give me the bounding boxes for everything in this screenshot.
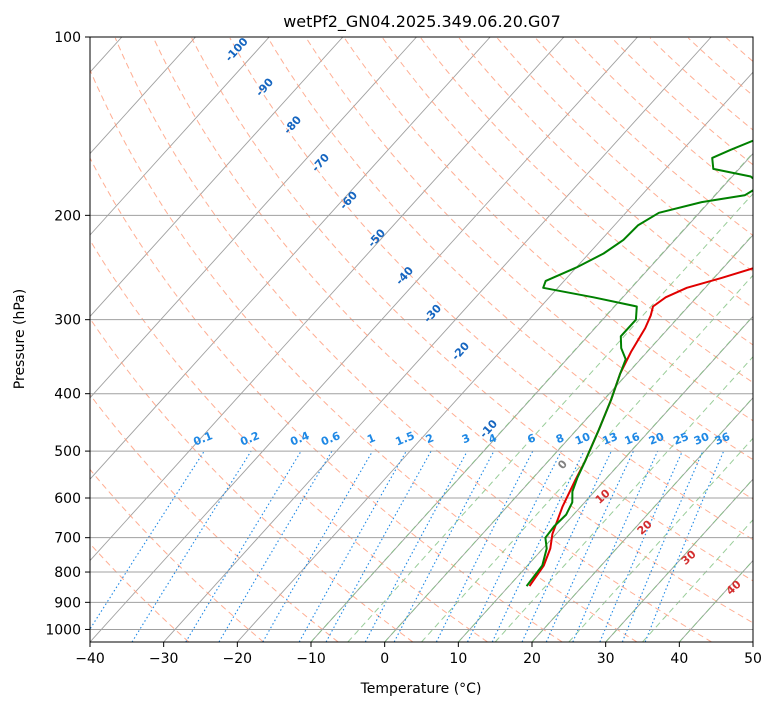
isotherm-line [90, 37, 565, 562]
dry-adiabat-line [90, 317, 414, 642]
mixing-ratio-line [364, 450, 468, 642]
x-tick-label: 50 [744, 651, 762, 667]
x-tick-label: −30 [149, 651, 179, 667]
dry-adiabat-line [573, 37, 753, 201]
dry-adiabat-line [153, 37, 753, 624]
mixing-ratio-label: 20 [647, 430, 666, 448]
x-axis-ticks: −40 −30 −20 −10 0 10 20 30 40 50 [75, 642, 762, 667]
mixing-ratio-label: 8 [554, 431, 566, 446]
mixing-ratio-label: 30 [692, 430, 711, 448]
dry-adiabat-line [458, 37, 753, 309]
isotherm-line [90, 37, 270, 236]
y-tick-label: 900 [54, 595, 81, 611]
x-tick-label: 0 [380, 651, 389, 667]
mixing-ratio-line [325, 450, 432, 642]
mixing-ratio-line [621, 450, 704, 642]
dry-adiabat-line [90, 68, 638, 642]
y-tick-label: 800 [54, 565, 81, 581]
dry-adiabat-line [229, 37, 753, 541]
dry-adiabat-line [90, 157, 563, 642]
mixing-ratio-lines [90, 450, 725, 642]
isotherm-line [310, 152, 753, 642]
dry-adiabat-lines [90, 37, 753, 642]
y-tick-label: 100 [54, 30, 81, 46]
isotherm-line [90, 37, 196, 155]
isotherm-line [531, 397, 753, 642]
y-tick-label: 200 [54, 208, 81, 224]
mixing-ratio-label: 3 [460, 431, 472, 446]
sounding-series [525, 139, 753, 587]
dewpoint-line [525, 139, 753, 587]
dry-adiabat-line [191, 37, 753, 582]
y-tick-label: 1000 [45, 622, 81, 638]
dry-adiabat-line [420, 37, 753, 346]
x-tick-label: −40 [75, 651, 105, 667]
mixing-ratio-line [467, 450, 562, 642]
dry-adiabat-line [90, 393, 339, 642]
mixing-ratio-label: 10 [573, 430, 592, 448]
x-tick-label: 20 [523, 651, 541, 667]
mixing-ratio-label: 13 [601, 430, 620, 448]
mixing-ratio-line [298, 450, 407, 642]
plot-frame [89, 36, 754, 643]
mixing-ratio-label: 25 [672, 430, 691, 448]
mixing-ratio-label: 2 [424, 431, 436, 446]
mixing-ratio-line [90, 450, 205, 631]
mixing-ratio-line [185, 450, 302, 642]
y-axis-ticks: 100 200 300 400 500 600 700 800 900 1000 [45, 30, 90, 638]
isotherm-line [163, 37, 712, 642]
x-tick-label: −10 [296, 651, 326, 667]
y-tick-label: 300 [54, 313, 81, 329]
y-tick-label: 700 [54, 531, 81, 547]
mixing-ratio-label: 16 [623, 430, 642, 448]
dry-adiabat-line [535, 37, 753, 237]
isotherm-line [90, 37, 417, 399]
temperature-line [528, 267, 753, 587]
isotherm-line [90, 37, 344, 318]
mixing-ratio-line [572, 450, 659, 642]
y-tick-label: 600 [54, 491, 81, 507]
mixing-ratio-line [599, 450, 683, 642]
x-axis-label: Temperature (°C) [360, 681, 482, 697]
isotherm-line [90, 37, 638, 642]
mixing-ratio-label: 1 [365, 431, 377, 446]
dry-adiabat-line [305, 37, 753, 461]
mixing-ratio-line [435, 450, 534, 642]
dry-adiabat-line [611, 37, 753, 166]
isotherm-lines [90, 37, 753, 642]
x-tick-label: 30 [597, 651, 615, 667]
isotherm-line [236, 71, 753, 642]
pressure-gridlines [90, 37, 753, 630]
dry-adiabat-line [382, 37, 753, 384]
chart-title: wetPf2_GN04.2025.349.06.20.G07 [283, 12, 561, 32]
dry-adiabat-line [114, 37, 712, 642]
x-tick-label: −20 [223, 651, 253, 667]
isotherm-line [605, 478, 753, 642]
plot-area: -100-90-80-70-60-50-40-30-20-100 1020304… [90, 37, 753, 642]
x-tick-label: 10 [449, 651, 467, 667]
isotherm-line [384, 234, 753, 642]
mixing-ratio-label: 36 [713, 430, 732, 448]
y-axis-label: Pressure (hPa) [12, 289, 28, 389]
x-tick-label: 40 [670, 651, 688, 667]
isotherm-line [90, 37, 491, 480]
y-tick-label: 400 [54, 387, 81, 403]
y-tick-label: 500 [54, 444, 81, 460]
mixing-ratio-line [644, 450, 725, 642]
isotherm-line [457, 315, 753, 642]
